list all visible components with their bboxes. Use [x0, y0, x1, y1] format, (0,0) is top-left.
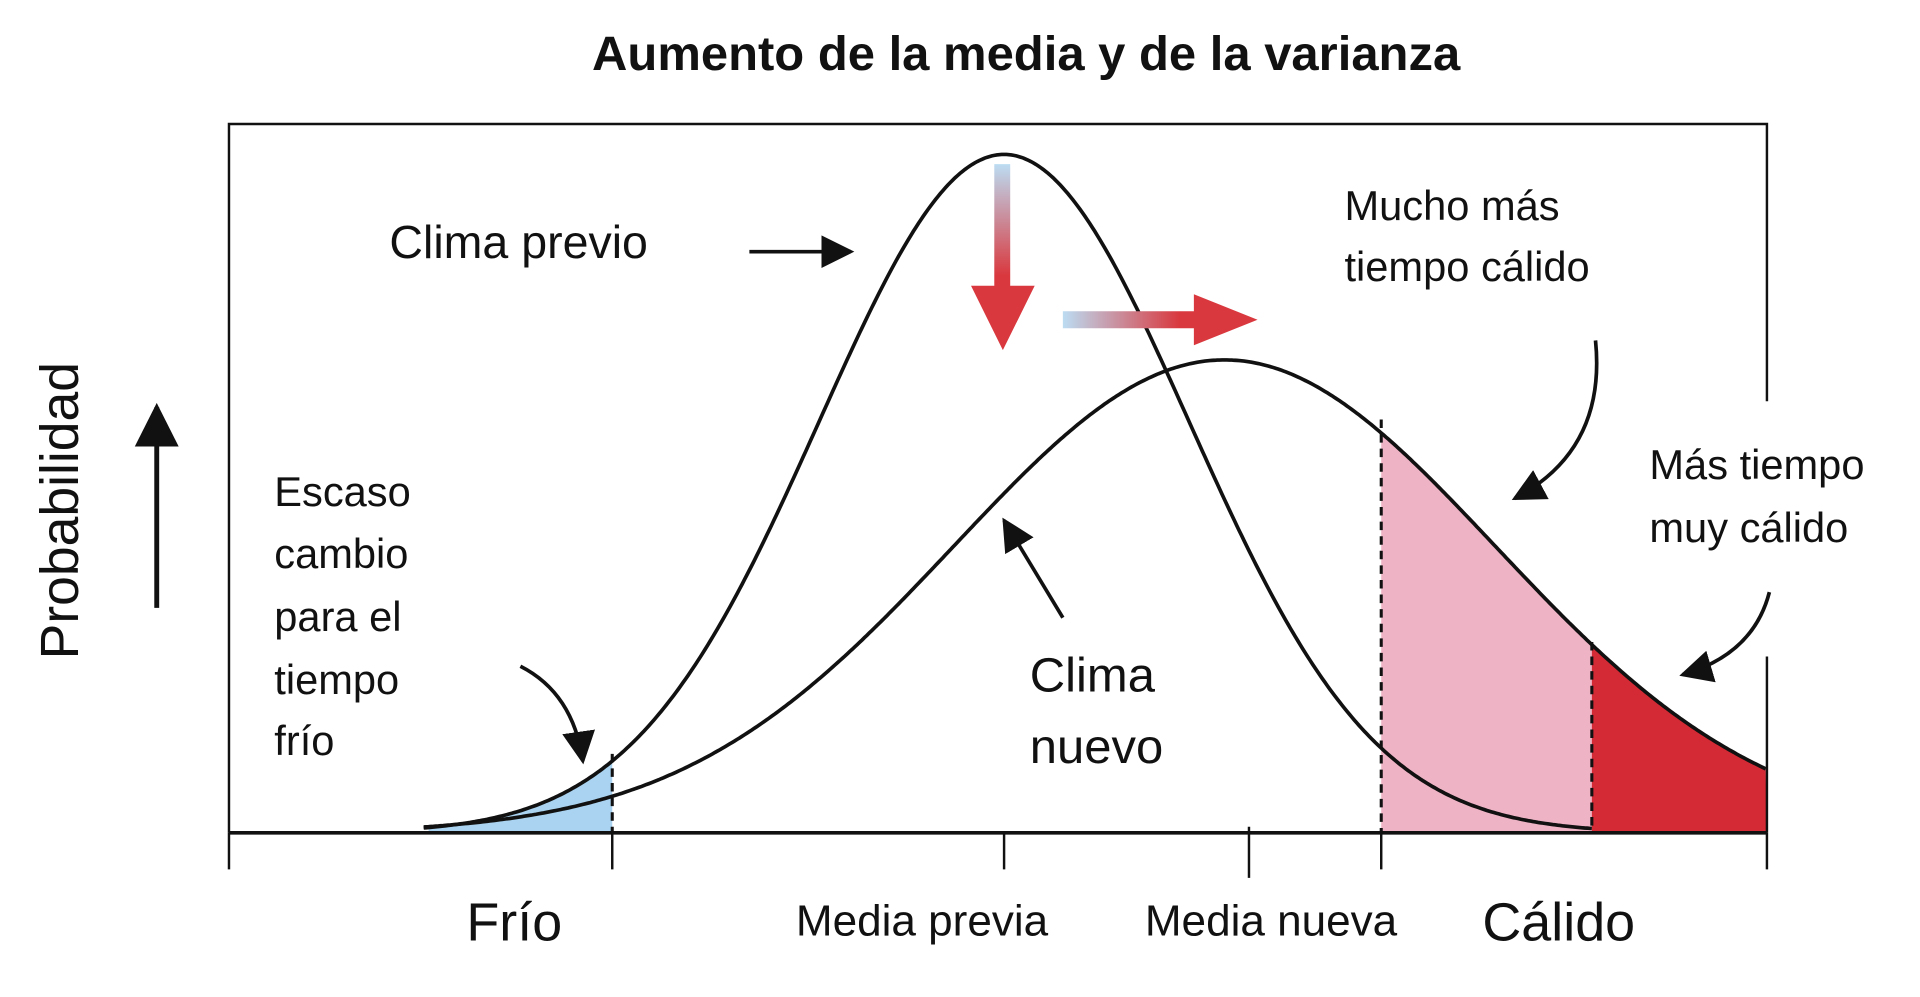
- arrow: [1679, 591, 1772, 683]
- annotation: cambio: [274, 530, 408, 577]
- arrow: [519, 664, 596, 765]
- annotation: nuevo: [1030, 720, 1163, 774]
- hot-area: [1381, 432, 1592, 833]
- title: Aumento de la media y de la varianza: [592, 27, 1461, 81]
- mean-arrow: [1062, 294, 1258, 346]
- annotation: frío: [274, 717, 334, 764]
- annotation: Clima: [1030, 648, 1156, 702]
- frame: [227, 122, 1769, 878]
- annotation: tiempo: [274, 656, 399, 703]
- shaded-areas: [428, 432, 1767, 833]
- x-label: Frío: [466, 893, 562, 953]
- dashed-lines: [610, 419, 1594, 833]
- x-label: Media nueva: [1145, 897, 1398, 946]
- box: [227, 122, 1769, 833]
- ticks: [227, 826, 1769, 878]
- annotation: tiempo cálido: [1344, 243, 1589, 290]
- annotation: Más tiempo: [1649, 441, 1864, 488]
- variance-arrow: [971, 164, 1035, 351]
- new-climate-curve: [423, 358, 1767, 829]
- annotation: muy cálido: [1649, 504, 1848, 551]
- x-label: Cálido: [1482, 893, 1635, 953]
- extreme-hot-area: [1591, 644, 1767, 833]
- arrow: [1002, 517, 1065, 619]
- annotation: Clima previo: [389, 216, 648, 268]
- curves: [423, 152, 1767, 831]
- shift-arrows: [971, 164, 1258, 351]
- y-axis-label: Probabilidad: [30, 362, 90, 659]
- annotation: Escaso: [274, 468, 410, 515]
- x-label: Media previa: [796, 897, 1049, 946]
- cold-area: [428, 761, 613, 833]
- annotation: para el: [274, 593, 401, 640]
- arrow: [1511, 340, 1599, 501]
- annotation: Mucho más: [1344, 182, 1559, 229]
- previous-climate-curve: [423, 152, 1592, 831]
